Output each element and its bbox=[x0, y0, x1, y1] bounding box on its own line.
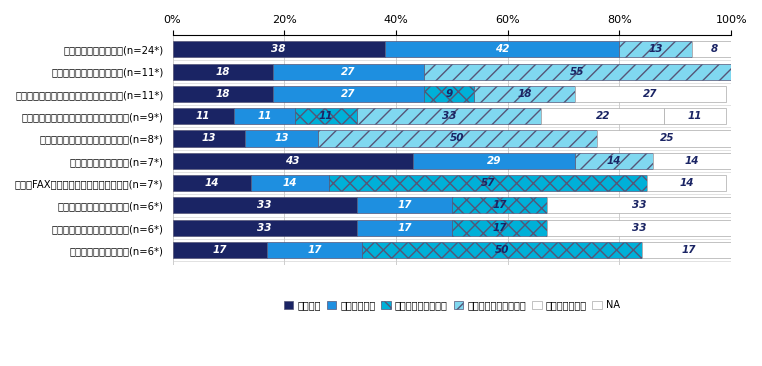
Bar bbox=[692, 41, 737, 57]
Bar bbox=[234, 108, 296, 124]
Bar bbox=[172, 175, 251, 191]
Bar bbox=[172, 153, 413, 169]
Bar bbox=[474, 86, 575, 102]
Bar bbox=[547, 220, 732, 236]
Text: 33: 33 bbox=[258, 201, 272, 210]
Text: 8: 8 bbox=[711, 44, 718, 54]
Text: 27: 27 bbox=[341, 67, 356, 76]
Bar bbox=[424, 64, 732, 79]
Text: 50: 50 bbox=[450, 134, 465, 143]
Text: 25: 25 bbox=[660, 134, 674, 143]
Bar bbox=[172, 197, 357, 213]
Bar bbox=[575, 153, 653, 169]
Bar bbox=[452, 197, 547, 213]
Bar bbox=[296, 108, 357, 124]
Text: 42: 42 bbox=[495, 44, 509, 54]
Bar bbox=[273, 64, 424, 79]
Bar bbox=[597, 130, 737, 146]
Text: 14: 14 bbox=[283, 178, 297, 188]
Bar bbox=[664, 108, 725, 124]
Bar bbox=[251, 175, 329, 191]
Text: 14: 14 bbox=[679, 178, 693, 188]
Text: 17: 17 bbox=[397, 223, 411, 233]
Bar bbox=[172, 108, 234, 124]
Text: 13: 13 bbox=[648, 44, 663, 54]
Text: 33: 33 bbox=[632, 223, 646, 233]
Bar bbox=[172, 130, 245, 146]
Text: 17: 17 bbox=[682, 245, 696, 255]
Bar bbox=[172, 64, 273, 79]
Bar bbox=[424, 86, 474, 102]
Text: 27: 27 bbox=[341, 89, 356, 99]
Bar bbox=[172, 41, 385, 57]
Bar bbox=[620, 41, 692, 57]
Bar bbox=[267, 242, 363, 258]
Text: 18: 18 bbox=[216, 67, 230, 76]
Text: 43: 43 bbox=[286, 156, 300, 166]
Text: 38: 38 bbox=[271, 44, 286, 54]
Text: 11: 11 bbox=[319, 111, 334, 121]
Bar bbox=[452, 220, 547, 236]
Text: 22: 22 bbox=[595, 111, 610, 121]
Text: 11: 11 bbox=[687, 111, 702, 121]
Bar bbox=[547, 197, 732, 213]
Bar bbox=[363, 242, 642, 258]
Text: 17: 17 bbox=[397, 201, 411, 210]
Bar bbox=[385, 41, 620, 57]
Bar bbox=[642, 242, 737, 258]
Text: 27: 27 bbox=[643, 89, 658, 99]
Text: 17: 17 bbox=[308, 245, 322, 255]
Bar bbox=[357, 108, 541, 124]
Bar bbox=[413, 153, 575, 169]
Legend: 満足した, やや満足した, どちらともいえない, あまり満足しなかった, 満足しなかった, NA: 満足した, やや満足した, どちらともいえない, あまり満足しなかった, 満足し… bbox=[283, 300, 620, 310]
Text: 14: 14 bbox=[607, 156, 621, 166]
Bar bbox=[245, 130, 318, 146]
Text: 9: 9 bbox=[446, 89, 453, 99]
Text: 18: 18 bbox=[216, 89, 230, 99]
Text: 13: 13 bbox=[202, 134, 216, 143]
Text: 17: 17 bbox=[492, 223, 507, 233]
Text: 57: 57 bbox=[481, 178, 495, 188]
Bar bbox=[172, 86, 273, 102]
Text: 14: 14 bbox=[685, 156, 700, 166]
Bar bbox=[357, 197, 452, 213]
Bar bbox=[357, 220, 452, 236]
Text: 11: 11 bbox=[258, 111, 272, 121]
Bar bbox=[575, 86, 725, 102]
Text: 13: 13 bbox=[274, 134, 289, 143]
Text: 33: 33 bbox=[442, 111, 456, 121]
Text: 29: 29 bbox=[486, 156, 501, 166]
Bar bbox=[172, 220, 357, 236]
Bar bbox=[273, 86, 424, 102]
Bar bbox=[329, 175, 648, 191]
Bar bbox=[653, 153, 732, 169]
Bar bbox=[172, 242, 267, 258]
Text: 50: 50 bbox=[495, 245, 509, 255]
Bar bbox=[541, 108, 664, 124]
Text: 17: 17 bbox=[492, 201, 507, 210]
Text: 55: 55 bbox=[570, 67, 584, 76]
Text: 18: 18 bbox=[517, 89, 532, 99]
Text: 11: 11 bbox=[196, 111, 210, 121]
Text: 33: 33 bbox=[258, 223, 272, 233]
Bar bbox=[318, 130, 597, 146]
Text: 14: 14 bbox=[204, 178, 219, 188]
Bar bbox=[648, 175, 725, 191]
Text: 33: 33 bbox=[632, 201, 646, 210]
Text: 17: 17 bbox=[213, 245, 227, 255]
